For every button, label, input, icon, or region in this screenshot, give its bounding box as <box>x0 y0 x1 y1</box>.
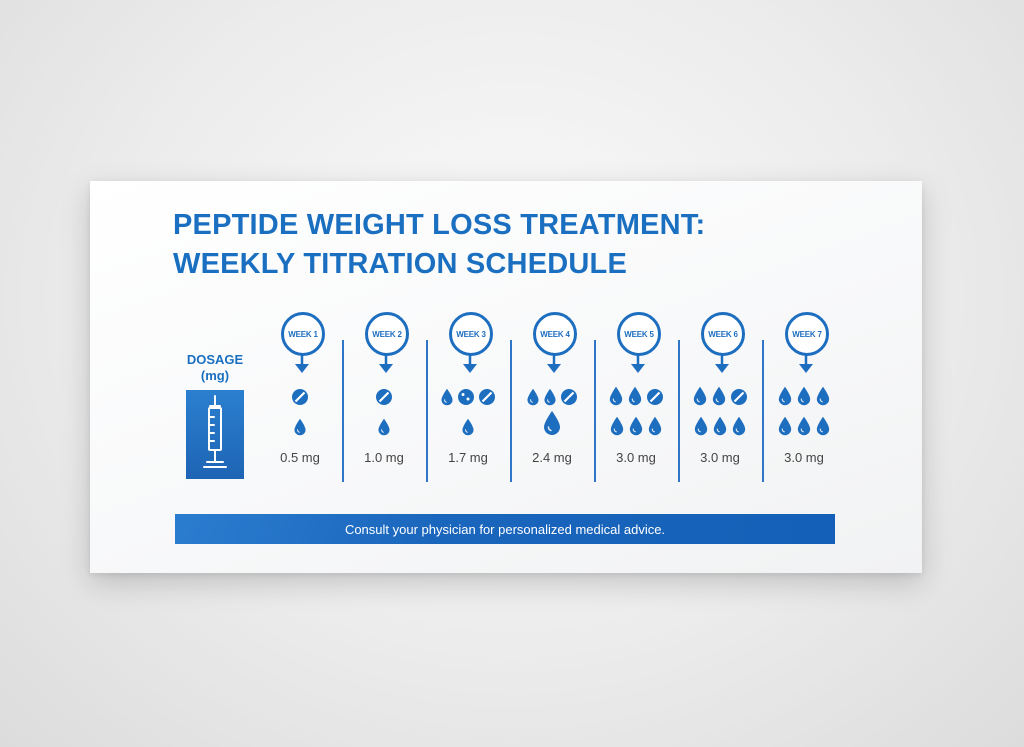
arrow-down-icon <box>377 354 395 379</box>
arrow-down-icon <box>713 354 731 379</box>
infographic-panel <box>90 181 922 573</box>
week-badge: WEEK 4 <box>533 312 577 356</box>
drop-icon <box>609 416 625 436</box>
week-label: WEEK 6 <box>708 329 738 339</box>
icon-row <box>766 378 842 406</box>
drop-icon <box>608 386 624 406</box>
icon-row <box>346 378 422 406</box>
drop-icon <box>543 388 557 406</box>
tablet-icon <box>646 388 664 406</box>
title-line-1: PEPTIDE WEIGHT LOSS TREATMENT: <box>173 209 706 241</box>
title-line-2: WEEKLY TITRATION SCHEDULE <box>173 248 627 280</box>
icon-row <box>346 408 422 436</box>
disclaimer-text: Consult your physician for personalized … <box>344 521 666 537</box>
drop-icon <box>777 416 793 436</box>
dose-value: 2.4 mg <box>532 450 572 465</box>
week-label: WEEK 1 <box>288 329 318 339</box>
week-divider <box>678 340 680 482</box>
icon-row <box>598 378 674 406</box>
pill-icon <box>457 388 475 406</box>
week-badge: WEEK 2 <box>365 312 409 356</box>
drop-icon <box>440 388 454 406</box>
arrow-down-icon <box>629 354 647 379</box>
week-column: WEEK 6 3.0 mg <box>682 312 766 482</box>
tablet-icon <box>291 388 309 406</box>
disclaimer-bar: Consult your physician for personalized … <box>175 514 835 544</box>
dosage-label-line-2: (mg) <box>200 368 230 383</box>
icon-row <box>514 408 590 436</box>
week-label: WEEK 2 <box>372 329 402 339</box>
week-divider <box>342 340 344 482</box>
drop-icon <box>815 416 831 436</box>
drop-icon <box>461 418 475 436</box>
icon-row <box>430 408 506 436</box>
drop-icon <box>777 386 793 406</box>
tablet-icon <box>560 388 578 406</box>
syringe-panel <box>186 390 244 479</box>
week-column: WEEK 1 0.5 mg <box>262 312 346 482</box>
week-divider <box>594 340 596 482</box>
drop-icon <box>692 386 708 406</box>
week-column: WEEK 5 3.0 mg <box>598 312 682 482</box>
week-label: WEEK 7 <box>792 329 822 339</box>
tablet-icon <box>375 388 393 406</box>
week-badge: WEEK 3 <box>449 312 493 356</box>
icon-row <box>766 408 842 436</box>
drop-icon <box>627 386 643 406</box>
dose-value: 1.7 mg <box>448 450 488 465</box>
week-column: WEEK 7 3.0 mg <box>766 312 850 482</box>
drop-icon <box>542 410 562 436</box>
tablet-icon <box>478 388 496 406</box>
week-label: WEEK 5 <box>624 329 654 339</box>
drop-icon <box>815 386 831 406</box>
week-badge: WEEK 7 <box>785 312 829 356</box>
week-column: WEEK 3 1.7 mg <box>430 312 514 482</box>
icon-row <box>262 408 338 436</box>
drop-icon <box>796 386 812 406</box>
dose-value: 1.0 mg <box>364 450 404 465</box>
week-badge: WEEK 5 <box>617 312 661 356</box>
arrow-down-icon <box>545 354 563 379</box>
drop-icon <box>712 416 728 436</box>
tablet-icon <box>730 388 748 406</box>
week-badge: WEEK 1 <box>281 312 325 356</box>
icon-row <box>682 378 758 406</box>
dosage-label: DOSAGE (mg) <box>175 352 255 384</box>
arrow-down-icon <box>461 354 479 379</box>
drop-icon <box>377 418 391 436</box>
drop-icon <box>711 386 727 406</box>
drop-icon <box>693 416 709 436</box>
page-title: PEPTIDE WEIGHT LOSS TREATMENT: WEEKLY TI… <box>173 206 705 284</box>
drop-icon <box>526 388 540 406</box>
week-divider <box>426 340 428 482</box>
arrow-down-icon <box>797 354 815 379</box>
drop-icon <box>647 416 663 436</box>
drop-icon <box>628 416 644 436</box>
week-divider <box>510 340 512 482</box>
drop-icon <box>293 418 307 436</box>
dose-value: 3.0 mg <box>616 450 656 465</box>
week-column: WEEK 4 2.4 mg <box>514 312 598 482</box>
icon-row <box>262 378 338 406</box>
icon-row <box>514 378 590 406</box>
week-badge: WEEK 6 <box>701 312 745 356</box>
week-label: WEEK 4 <box>540 329 570 339</box>
arrow-down-icon <box>293 354 311 379</box>
drop-icon <box>796 416 812 436</box>
icon-row <box>682 408 758 436</box>
week-label: WEEK 3 <box>456 329 486 339</box>
dose-value: 3.0 mg <box>700 450 740 465</box>
dose-value: 3.0 mg <box>784 450 824 465</box>
dosage-label-line-1: DOSAGE <box>186 352 244 367</box>
week-column: WEEK 2 1.0 mg <box>346 312 430 482</box>
week-divider <box>762 340 764 482</box>
drop-icon <box>731 416 747 436</box>
icon-row <box>598 408 674 436</box>
icon-row <box>430 378 506 406</box>
dose-value: 0.5 mg <box>280 450 320 465</box>
syringe-icon <box>203 395 227 468</box>
